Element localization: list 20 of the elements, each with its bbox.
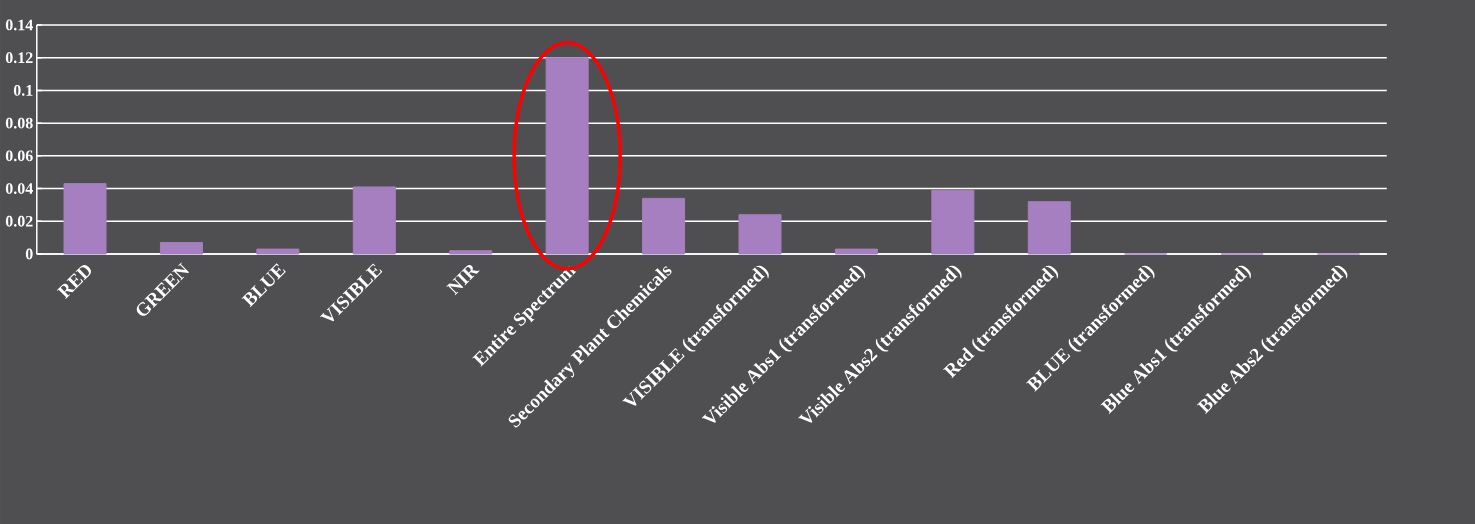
y-tick-label: 0.14 (5, 19, 33, 31)
bar (642, 197, 686, 255)
bar (1027, 201, 1071, 255)
bar (834, 248, 878, 255)
bar (738, 214, 782, 255)
bar (931, 189, 975, 255)
y-tick-label: 0.04 (5, 183, 33, 194)
y-tick-label: 0.1 (13, 85, 33, 96)
y-tick-label: 0 (25, 248, 33, 260)
y-tick-label: 0.12 (5, 52, 33, 64)
y-tick-label: 0.02 (5, 215, 33, 227)
bar (545, 57, 589, 255)
bar (159, 242, 203, 255)
y-tick-label: 0.06 (5, 150, 33, 162)
bar (63, 183, 107, 255)
y-tick-label: 0.08 (5, 117, 33, 129)
bar (449, 250, 493, 255)
x-tick-label: NIR (446, 265, 480, 296)
bar (256, 248, 300, 255)
bar (352, 186, 396, 255)
